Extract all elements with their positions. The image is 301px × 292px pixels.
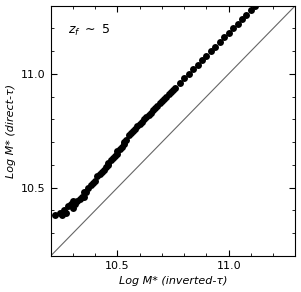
Point	[213, 44, 218, 49]
Point	[64, 211, 69, 215]
Point	[131, 128, 135, 133]
Point	[133, 126, 138, 131]
Point	[115, 149, 120, 154]
Point	[164, 94, 169, 99]
Point	[122, 140, 126, 145]
Point	[182, 76, 187, 81]
Point	[84, 190, 88, 194]
Point	[91, 181, 95, 185]
Point	[106, 160, 111, 165]
Point	[222, 35, 227, 40]
Point	[88, 183, 93, 188]
Point	[186, 72, 191, 76]
Point	[260, 0, 265, 1]
Point	[157, 101, 162, 106]
Point	[53, 213, 57, 217]
Point	[150, 108, 155, 113]
Text: $z_f\ \sim\ 5$: $z_f\ \sim\ 5$	[68, 23, 110, 38]
Point	[200, 58, 204, 62]
Point	[70, 206, 75, 211]
Point	[70, 199, 75, 204]
Point	[66, 204, 71, 208]
Y-axis label: Log M* (direct-τ): Log M* (direct-τ)	[5, 84, 16, 178]
Point	[168, 90, 173, 94]
Point	[162, 97, 166, 101]
Point	[82, 190, 86, 194]
Point	[57, 211, 62, 215]
Point	[108, 158, 113, 163]
Point	[177, 81, 182, 85]
Point	[144, 115, 149, 119]
Point	[97, 172, 102, 176]
Point	[244, 12, 249, 17]
Point	[68, 201, 73, 206]
Point	[135, 124, 140, 128]
Point	[148, 110, 153, 115]
Point	[204, 53, 209, 58]
Point	[126, 133, 131, 138]
Point	[235, 21, 240, 26]
Point	[195, 62, 200, 67]
Point	[171, 88, 175, 92]
Point	[119, 145, 124, 149]
Point	[153, 106, 158, 110]
Point	[93, 178, 98, 183]
Point	[226, 31, 231, 35]
Point	[77, 197, 82, 201]
Point	[117, 147, 122, 151]
Point	[142, 117, 147, 122]
Point	[75, 199, 80, 204]
Point	[124, 138, 129, 142]
Point	[86, 185, 91, 190]
Point	[95, 174, 100, 179]
Point	[99, 169, 104, 174]
Point	[146, 112, 151, 117]
Point	[209, 49, 213, 53]
Point	[122, 142, 126, 147]
Point	[113, 154, 118, 158]
Point	[102, 167, 107, 172]
Point	[166, 92, 171, 97]
Point	[128, 131, 133, 135]
Point	[249, 8, 253, 13]
Point	[104, 165, 109, 170]
Point	[110, 156, 115, 160]
Point	[137, 122, 142, 126]
Point	[82, 194, 86, 199]
Point	[240, 17, 244, 22]
Point	[253, 3, 258, 8]
Point	[231, 26, 235, 31]
Point	[139, 119, 144, 124]
Point	[61, 208, 66, 213]
Point	[59, 213, 64, 217]
Point	[173, 85, 178, 90]
Point	[73, 201, 77, 206]
Point	[160, 99, 164, 104]
Point	[217, 40, 222, 44]
Point	[106, 163, 111, 167]
Point	[155, 103, 160, 108]
Point	[115, 151, 120, 156]
X-axis label: Log M* (inverted-τ): Log M* (inverted-τ)	[119, 277, 227, 286]
Point	[79, 194, 84, 199]
Point	[191, 67, 195, 72]
